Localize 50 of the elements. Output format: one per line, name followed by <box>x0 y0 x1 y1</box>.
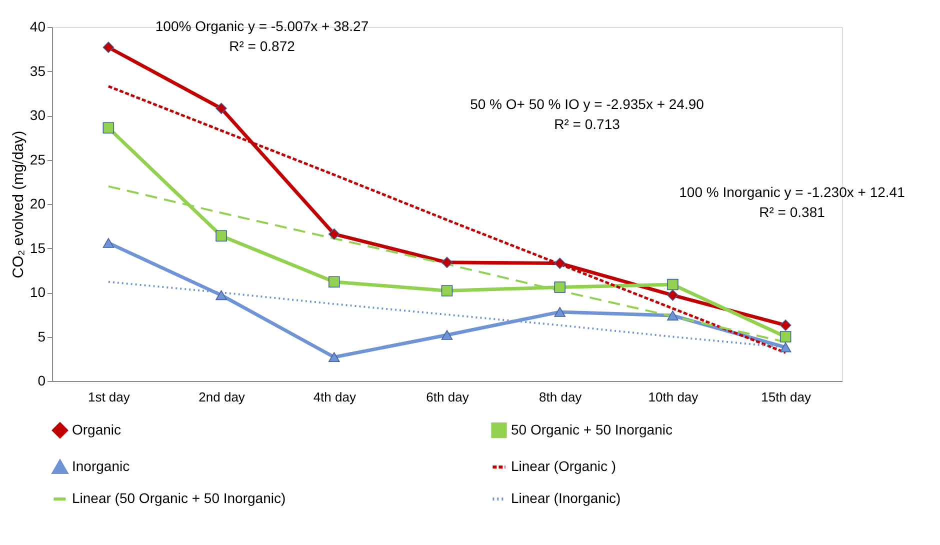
y-tick-label: 30 <box>30 107 46 123</box>
point <box>216 290 227 300</box>
annotation: 100% Organic y = -5.007x + 38.27 <box>155 18 369 34</box>
y-tick-label: 5 <box>38 328 46 344</box>
point <box>328 228 340 240</box>
point <box>102 42 114 53</box>
point <box>102 122 114 134</box>
point <box>667 290 678 301</box>
point <box>102 238 114 248</box>
legend-label: Inorganic <box>72 458 130 474</box>
y-tick-label: 35 <box>30 62 46 79</box>
legend-label: Linear (Organic ) <box>511 458 616 474</box>
legend-label: Organic <box>72 421 122 438</box>
y-tick-label: 15 <box>30 240 46 256</box>
legend-label: Linear (Inorganic) <box>511 490 621 506</box>
annotation: R² = 0.713 <box>554 116 620 132</box>
point <box>780 331 792 342</box>
annotation: 50 % O+ 50 % IO y = -2.935x + 24.90 <box>470 96 704 112</box>
point <box>328 352 340 362</box>
legend-label: 50 Organic + 50 Inorganic <box>511 421 672 438</box>
annotation: R² = 0.872 <box>229 38 296 54</box>
y-tick-label: 25 <box>30 151 46 168</box>
y-tick-label: 40 <box>30 18 46 34</box>
point <box>216 102 227 114</box>
point <box>667 278 678 290</box>
x-tick-label: 1st day <box>88 390 130 404</box>
point <box>328 276 340 288</box>
annotation: 100 % Inorganic y = -1.230x + 12.41 <box>679 184 906 200</box>
point <box>780 342 792 352</box>
point <box>554 258 566 269</box>
y-tick-label: 0 <box>38 372 46 388</box>
x-tick-label: 8th day <box>539 390 582 404</box>
x-tick-label: 10th day <box>648 390 699 404</box>
y-tick-label: 20 <box>30 196 46 212</box>
x-tick-label: 6th day <box>426 390 470 404</box>
x-tick-label: 4th day <box>313 390 356 404</box>
point <box>667 310 678 320</box>
x-tick-label: 15th day <box>761 390 812 404</box>
y-axis-title: CO₂ evolved (mg/day) <box>10 130 27 278</box>
point <box>554 307 566 317</box>
x-tick-label: 2nd day <box>198 390 246 404</box>
point <box>216 230 227 242</box>
legend-label: Linear (50 Organic + 50 Inorganic) <box>72 490 286 506</box>
point <box>441 285 453 296</box>
point <box>554 282 566 293</box>
point <box>441 256 453 268</box>
y-tick-label: 10 <box>30 284 46 300</box>
annotation: R² = 0.381 <box>759 204 826 220</box>
point <box>780 320 792 331</box>
point <box>441 330 453 340</box>
